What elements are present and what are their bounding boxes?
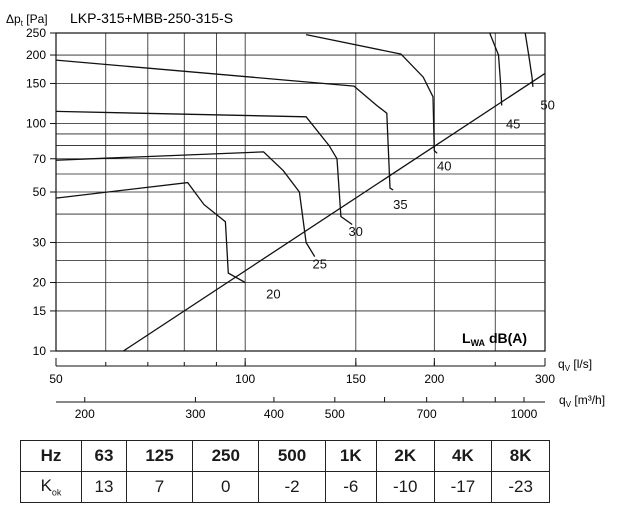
y-tick-label: 15 — [33, 304, 47, 318]
frequency-cell: 125 — [125, 440, 194, 472]
frequency-header: Hz — [20, 440, 82, 472]
x-tick-label: 150 — [346, 372, 366, 386]
y-tick-label: 150 — [26, 76, 46, 90]
correction-row: Kok 13 7 0 -2 -6 -10 -17 -23 — [20, 471, 550, 503]
x-axis-ticks: 50 100 150 200 300 — [49, 358, 555, 386]
y-tick-label: 200 — [26, 48, 46, 62]
x2-tick-label: 1000 — [511, 407, 538, 421]
frequency-cell: 2K — [375, 440, 435, 472]
system-line — [123, 72, 546, 352]
x-axis-label: qV [l/s] — [558, 357, 592, 373]
y-axis-label: Δpt [Pa] — [6, 12, 48, 28]
x2-tick-label: 300 — [185, 407, 205, 421]
y-tick-label: 50 — [33, 185, 47, 199]
correction-cell: -17 — [433, 471, 493, 503]
correction-cell: 7 — [125, 471, 194, 503]
sound-level-annotation: LWA dB(A) — [462, 330, 527, 348]
sound-curve-25 — [55, 151, 316, 257]
sound-curve-20 — [55, 181, 246, 284]
sound-curve-45 — [489, 32, 503, 106]
secondary-x-axis-label: qV [m³/h] — [559, 393, 605, 409]
curve-label-20: 20 — [266, 287, 280, 302]
y-tick-label: 250 — [26, 26, 46, 40]
y-tick-label: 20 — [33, 276, 47, 290]
frequency-row: Hz 63 125 250 500 1K 2K 4K 8K — [20, 440, 550, 472]
y-tick-label: 100 — [26, 117, 46, 131]
curve-labels: 20 25 30 35 40 45 50 — [266, 98, 555, 302]
frequency-cell: 250 — [192, 440, 260, 472]
x2-tick-label: 500 — [325, 407, 345, 421]
x-tick-label: 100 — [235, 372, 255, 386]
x-tick-label: 200 — [424, 372, 444, 386]
correction-cell: -23 — [491, 471, 550, 503]
curve-label-25: 25 — [313, 257, 327, 272]
sound-curve-40 — [305, 33, 438, 154]
chart-grid — [55, 32, 546, 352]
correction-cell: 0 — [192, 471, 260, 503]
frequency-cell: 4K — [433, 440, 493, 472]
sound-curve-30 — [55, 110, 353, 226]
correction-cell: -10 — [375, 471, 435, 503]
x-tick-label: 50 — [49, 372, 63, 386]
frequency-cell: 8K — [491, 440, 550, 472]
curve-label-35: 35 — [393, 197, 407, 212]
y-tick-label: 10 — [33, 344, 47, 358]
chart-title: LKP-315+MBB-250-315-S — [70, 10, 233, 26]
y-axis-ticks: 10 15 20 30 50 70 100 150 200 250 — [26, 26, 56, 358]
frequency-cell: 500 — [258, 440, 326, 472]
correction-cell: 13 — [81, 471, 127, 503]
frequency-cell: 1K — [324, 440, 377, 472]
correction-table: Hz 63 125 250 500 1K 2K 4K 8K Kok 13 7 0… — [20, 440, 550, 503]
frequency-cell: 63 — [81, 440, 127, 472]
correction-cell: -2 — [258, 471, 326, 503]
sound-curve-35 — [55, 59, 394, 191]
x2-tick-label: 700 — [417, 407, 437, 421]
sound-curve-50 — [524, 32, 534, 87]
y-tick-label: 70 — [33, 152, 47, 166]
x-tick-label: 300 — [535, 372, 555, 386]
sound-level-curves — [55, 32, 534, 284]
x2-tick-label: 400 — [264, 407, 284, 421]
secondary-x-axis: 200 300 400 500 700 1000 — [56, 397, 545, 421]
correction-cell: -6 — [324, 471, 377, 503]
curve-label-30: 30 — [348, 224, 362, 239]
y-tick-label: 30 — [33, 235, 47, 249]
curve-label-50: 50 — [540, 98, 554, 113]
curve-label-45: 45 — [506, 117, 520, 132]
correction-header: Kok — [20, 471, 82, 503]
x2-tick-label: 200 — [75, 407, 95, 421]
curve-label-40: 40 — [437, 159, 451, 174]
